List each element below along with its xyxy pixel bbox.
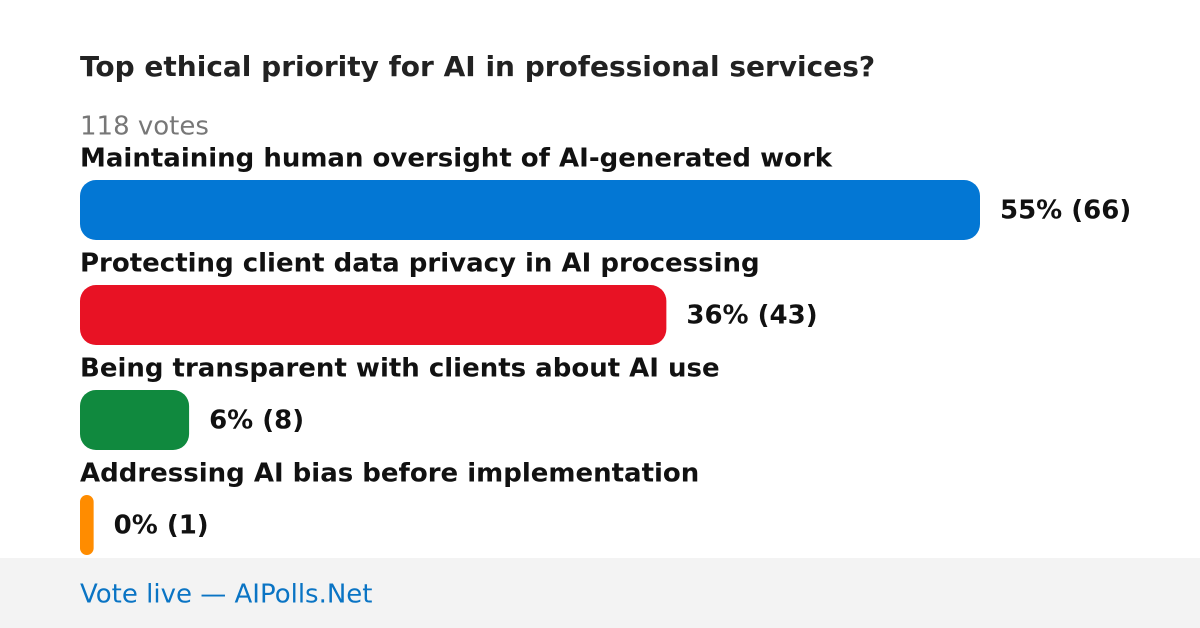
option-label: Maintaining human oversight of AI-genera… xyxy=(80,144,833,174)
value-label: 55% (66) xyxy=(1000,196,1131,226)
option-label: Being transparent with clients about AI … xyxy=(80,354,720,384)
option-label: Addressing AI bias before implementation xyxy=(80,459,699,489)
value-label: 36% (43) xyxy=(686,301,817,331)
value-label: 0% (1) xyxy=(114,511,209,541)
option-label: Protecting client data privacy in AI pro… xyxy=(80,249,760,279)
bar xyxy=(80,285,667,345)
bar xyxy=(80,180,980,240)
vote-count: 118 votes xyxy=(80,112,209,142)
bar xyxy=(80,495,94,555)
value-label: 6% (8) xyxy=(209,406,304,436)
footer-bar xyxy=(0,558,1200,628)
bar xyxy=(80,390,190,450)
poll-title: Top ethical priority for AI in professio… xyxy=(80,50,875,83)
footer-link[interactable]: Vote live — AIPolls.Net xyxy=(80,580,373,610)
